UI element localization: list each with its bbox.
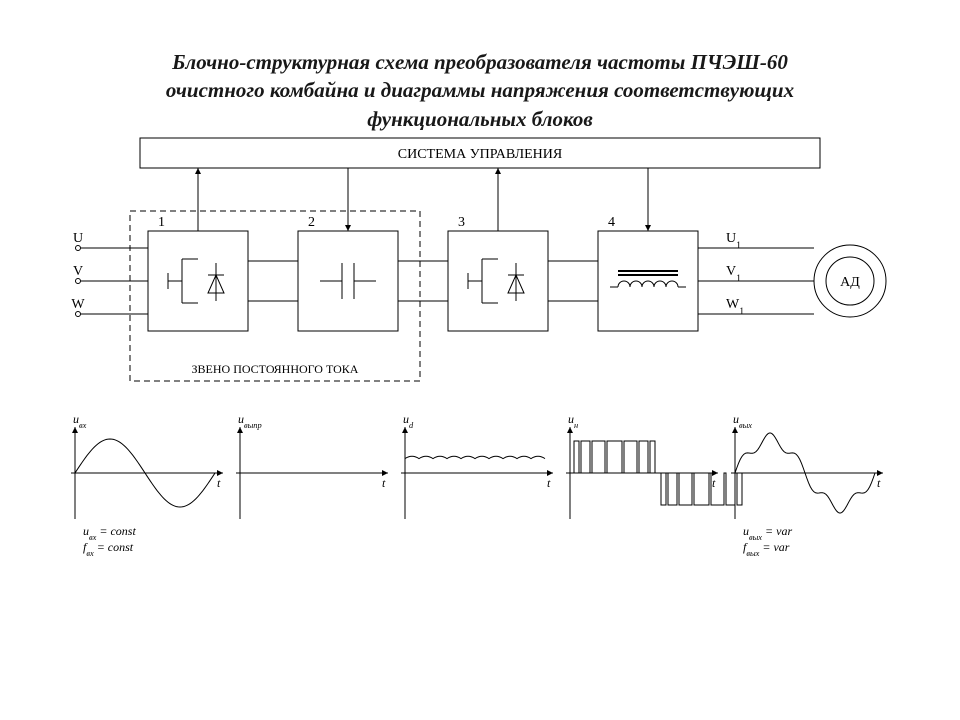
dc-link-label: ЗВЕНО ПОСТОЯННОГО ТОКА (192, 362, 359, 376)
diagram-svg: СИСТЕМА УПРАВЛЕНИЯ ЗВЕНО ПОСТОЯННОГО ТОКА… (0, 133, 960, 693)
svg-text:t: t (547, 476, 551, 490)
block-2 (298, 231, 398, 331)
waveform-2 (405, 456, 545, 458)
wave-formula-4-0: uвых = var (743, 524, 792, 542)
block-num-4: 4 (608, 215, 615, 230)
title-line-2: очистного комбайна и диаграммы напряжени… (166, 78, 794, 102)
wave-formula-4-1: fвых = var (743, 540, 790, 558)
input-phase-U: U (73, 231, 83, 246)
svg-text:t: t (217, 476, 221, 490)
svg-text:t: t (877, 476, 881, 490)
wave-formula-0-1: fвх = const (83, 540, 134, 558)
page-title: Блочно-структурная схема преобразователя… (0, 0, 960, 133)
block-num-1: 1 (158, 215, 165, 230)
svg-text:t: t (712, 476, 716, 490)
motor-label: АД (840, 275, 860, 290)
block-3 (448, 231, 548, 331)
block-1 (148, 231, 248, 331)
input-phase-W: W (71, 297, 85, 312)
input-phase-V: V (73, 264, 83, 279)
wave-ylabel-3: uн (568, 412, 578, 430)
wave-formula-0-0: uвх = const (83, 524, 136, 542)
wave-ylabel-0: uвх (73, 412, 87, 430)
control-system-label: СИСТЕМА УПРАВЛЕНИЯ (398, 147, 563, 162)
dc-link-box (130, 211, 420, 381)
title-line-3: функциональных блоков (367, 107, 592, 131)
wave-ylabel-2: ud (403, 412, 414, 430)
block-num-3: 3 (458, 215, 465, 230)
wave-ylabel-4: uвых (733, 412, 752, 430)
diagram-container: СИСТЕМА УПРАВЛЕНИЯ ЗВЕНО ПОСТОЯННОГО ТОКА… (0, 133, 960, 693)
block-num-2: 2 (308, 215, 315, 230)
title-line-1: Блочно-структурная схема преобразователя… (172, 50, 788, 74)
svg-text:t: t (382, 476, 386, 490)
wave-ylabel-1: uвыпр (238, 412, 262, 430)
